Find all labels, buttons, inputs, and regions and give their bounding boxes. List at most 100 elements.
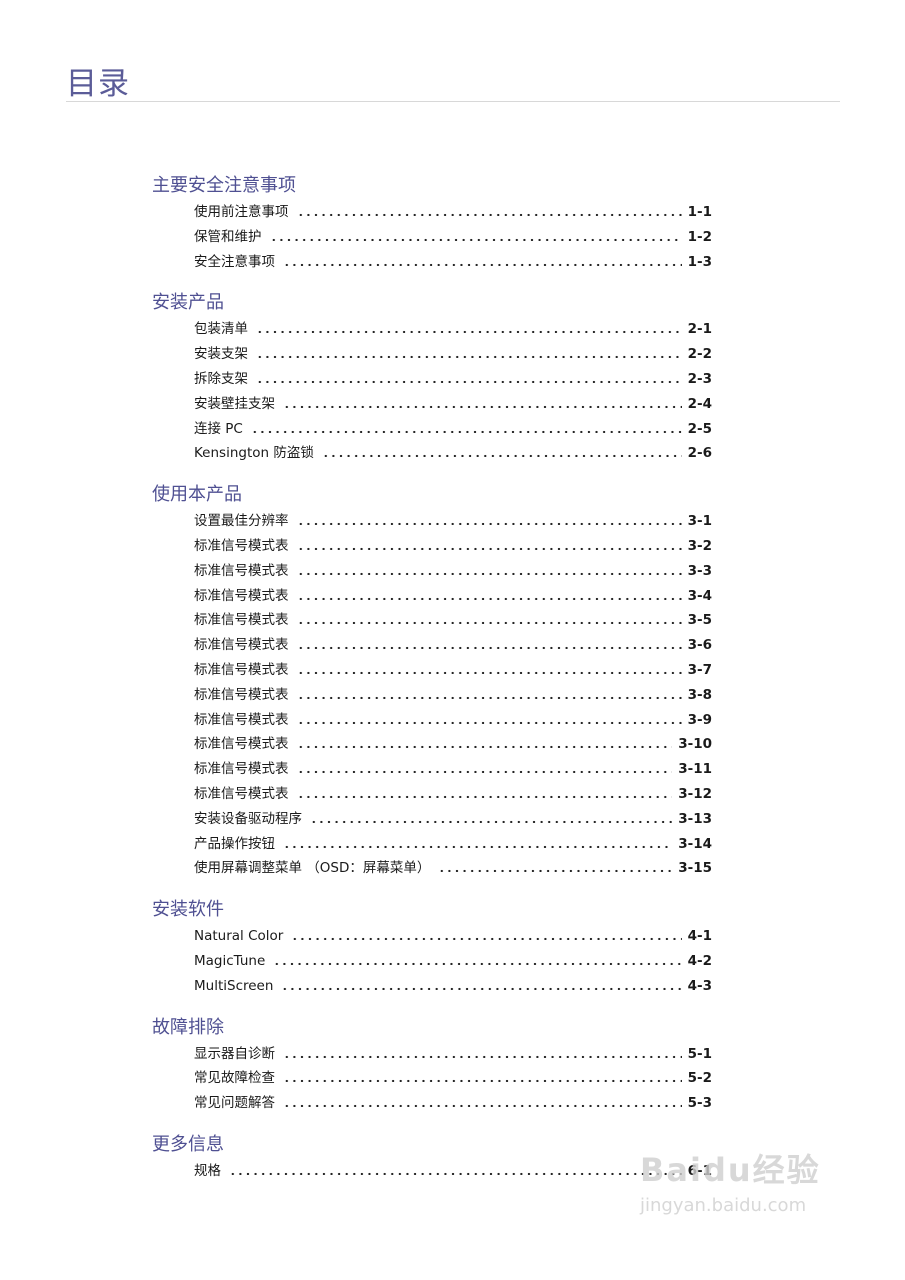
toc-entry[interactable]: 标准信号模式表 3-12	[194, 782, 712, 807]
section-title: 安装产品	[152, 292, 224, 314]
toc-entry[interactable]: Natural Color 4-1	[194, 924, 712, 949]
toc-entry[interactable]: 安装支架 2-2	[194, 342, 712, 367]
section-title: 故障排除	[152, 1016, 224, 1038]
toc-section: 故障排除显示器自诊断 5-1 常见故障检查 5-2 常见问题解答 5-3	[152, 1014, 712, 1116]
toc-entry[interactable]: 安全注意事项 1-3	[194, 250, 712, 275]
entry-label: 标准信号模式表	[194, 612, 289, 629]
toc-entry[interactable]: 使用屏幕调整菜单 （OSD：屏幕菜单） 3-15	[194, 856, 712, 881]
toc-entry[interactable]: MagicTune 4-2	[194, 949, 712, 974]
title-rule	[66, 101, 840, 102]
entry-page: 3-1	[687, 513, 712, 530]
dot-leader	[296, 639, 682, 650]
dot-leader	[296, 206, 682, 216]
entry-page: 3-15	[678, 860, 712, 877]
toc-entry[interactable]: 显示器自诊断 5-1	[194, 1042, 712, 1067]
dot-leader	[296, 589, 682, 600]
toc-entry[interactable]: 标准信号模式表 3-3	[194, 559, 712, 584]
dot-leader	[296, 713, 682, 724]
toc-entry[interactable]: 标准信号模式表 3-8	[194, 683, 712, 708]
toc-entry[interactable]: 标准信号模式表 3-11	[194, 757, 712, 782]
toc-entry[interactable]: 标准信号模式表 3-9	[194, 708, 712, 733]
toc-entry[interactable]: 标准信号模式表 3-4	[194, 584, 712, 609]
dot-leader	[296, 738, 673, 749]
entry-label: 标准信号模式表	[194, 537, 289, 554]
toc-entry[interactable]: 连接 PC 2-5	[194, 417, 712, 442]
entry-page: 3-6	[687, 637, 712, 654]
entry-label: 显示器自诊断	[194, 1045, 275, 1062]
toc-entry[interactable]: Kensington 防盗锁 2-6	[194, 441, 712, 466]
toc-entry[interactable]: 标准信号模式表 3-10	[194, 732, 712, 757]
entry-label: MagicTune	[194, 952, 266, 969]
entry-page: 3-11	[678, 761, 712, 778]
entry-page: 1-2	[687, 228, 712, 245]
toc-entry[interactable]: 安装壁挂支架 2-4	[194, 392, 712, 417]
entry-label: Natural Color	[194, 928, 284, 945]
toc-entry[interactable]: 标准信号模式表 3-2	[194, 534, 712, 559]
toc-entry[interactable]: 标准信号模式表 3-7	[194, 658, 712, 683]
entry-page: 4-3	[687, 977, 712, 994]
toc-section: 安装产品包装清单 2-1 安装支架 2-2 拆除支架 2-3 安装壁挂支架 2-4 连接 PC 2…	[152, 289, 712, 466]
dot-leader	[273, 954, 682, 965]
toc-entry[interactable]: 常见问题解答 5-3	[194, 1091, 712, 1116]
toc-entry[interactable]: 包装清单 2-1	[194, 317, 712, 342]
dot-leader	[296, 614, 682, 625]
entry-label: 标准信号模式表	[194, 587, 289, 604]
entry-page: 3-9	[687, 711, 712, 728]
toc-entry[interactable]: 标准信号模式表 3-5	[194, 608, 712, 633]
dot-leader	[283, 255, 682, 266]
dot-leader	[296, 564, 682, 575]
entry-label: 常见问题解答	[194, 1095, 275, 1112]
dot-leader	[229, 1164, 682, 1175]
entry-page: 1-3	[687, 253, 712, 270]
dot-leader	[283, 397, 682, 408]
dot-leader	[296, 787, 673, 798]
entry-page: 2-3	[687, 370, 712, 387]
entry-page: 5-2	[687, 1070, 712, 1087]
toc-entry[interactable]: 保管和维护 1-2	[194, 225, 712, 250]
entry-page: 3-10	[678, 736, 712, 753]
dot-leader	[321, 447, 682, 458]
dot-leader	[269, 230, 682, 241]
toc-entry[interactable]: MultiScreen 4-3	[194, 974, 712, 999]
doc-title: 目录	[66, 66, 130, 102]
section-title: 安装软件	[152, 899, 224, 921]
toc-entry[interactable]: 规格 6-1	[194, 1159, 712, 1184]
entry-label: 拆除支架	[194, 370, 248, 387]
entry-label: 安全注意事项	[194, 253, 275, 270]
entry-page: 3-12	[678, 785, 712, 802]
dot-leader	[296, 688, 682, 699]
entry-page: 3-2	[687, 537, 712, 554]
dot-leader	[291, 930, 682, 941]
toc-entry[interactable]: 拆除支架 2-3	[194, 367, 712, 392]
toc-entry[interactable]: 标准信号模式表 3-6	[194, 633, 712, 658]
toc-entry[interactable]: 常见故障检查 5-2	[194, 1066, 712, 1091]
dot-leader	[283, 837, 673, 848]
entry-label: 标准信号模式表	[194, 711, 289, 728]
entry-label: 包装清单	[194, 321, 248, 338]
toc-entry[interactable]: 安装设备驱动程序 3-13	[194, 807, 712, 832]
toc-section: 主要安全注意事项 使用前注意事项 1-1 保管和维护 1-2 安全注意事项 1-3	[152, 172, 712, 274]
dot-leader	[256, 372, 682, 383]
entry-page: 3-3	[687, 562, 712, 579]
entry-label: MultiScreen	[194, 977, 274, 994]
dot-leader	[296, 515, 682, 526]
entry-page: 2-2	[687, 346, 712, 363]
entry-label: 设置最佳分辨率	[194, 513, 289, 530]
entry-page: 3-7	[687, 661, 712, 678]
entry-label: 标准信号模式表	[194, 562, 289, 579]
entry-page: 5-1	[687, 1045, 712, 1062]
dot-leader	[283, 1047, 682, 1058]
dot-leader	[283, 1097, 682, 1108]
dot-leader	[296, 539, 682, 550]
dot-leader	[438, 862, 673, 873]
toc-entry[interactable]: 产品操作按钮 3-14	[194, 832, 712, 857]
entry-page: 6-1	[687, 1162, 712, 1179]
entry-page: 3-4	[687, 587, 712, 604]
toc-section: 使用本产品 设置最佳分辨率 3-1 标准信号模式表 3-2 标准信号模式表 3-3 标准信号模…	[152, 481, 712, 881]
dot-leader	[296, 663, 682, 674]
entry-label: 标准信号模式表	[194, 686, 289, 703]
entry-page: 3-13	[678, 810, 712, 827]
toc-entry[interactable]: 设置最佳分辨率 3-1	[194, 509, 712, 534]
toc-entry[interactable]: 使用前注意事项 1-1	[194, 200, 712, 225]
entry-label: 标准信号模式表	[194, 637, 289, 654]
